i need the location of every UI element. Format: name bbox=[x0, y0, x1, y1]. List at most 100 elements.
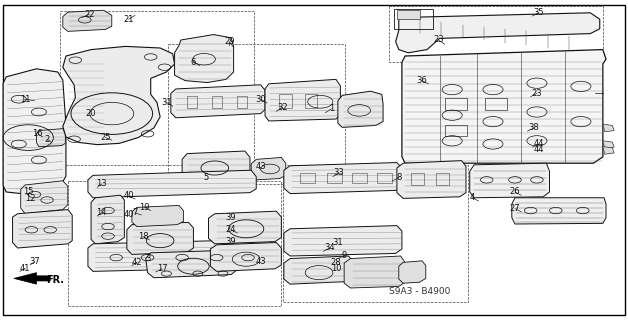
Text: 5: 5 bbox=[203, 173, 208, 182]
Polygon shape bbox=[36, 129, 65, 147]
Polygon shape bbox=[175, 35, 234, 83]
Bar bbox=[279, 94, 292, 108]
Polygon shape bbox=[127, 222, 193, 254]
Text: 7: 7 bbox=[133, 208, 138, 217]
Polygon shape bbox=[88, 239, 273, 271]
Polygon shape bbox=[284, 226, 402, 256]
Bar bbox=[283, 165, 468, 302]
Text: 1: 1 bbox=[329, 104, 334, 113]
Text: 28: 28 bbox=[331, 258, 341, 267]
Bar bbox=[212, 96, 222, 108]
Polygon shape bbox=[63, 46, 175, 145]
Text: 20: 20 bbox=[86, 109, 96, 118]
Polygon shape bbox=[603, 141, 614, 148]
Bar bbox=[485, 98, 507, 110]
Polygon shape bbox=[396, 13, 600, 53]
Text: 29: 29 bbox=[224, 37, 234, 46]
Bar bbox=[60, 11, 254, 165]
Text: 23: 23 bbox=[433, 36, 443, 44]
Text: 32: 32 bbox=[278, 103, 288, 112]
Text: 11: 11 bbox=[20, 95, 30, 104]
Polygon shape bbox=[251, 157, 286, 180]
Text: 25: 25 bbox=[100, 133, 111, 142]
Polygon shape bbox=[470, 163, 550, 198]
Polygon shape bbox=[21, 181, 68, 214]
Text: 17: 17 bbox=[157, 264, 167, 273]
Text: 21: 21 bbox=[124, 15, 134, 24]
Bar bbox=[68, 181, 281, 306]
Text: 23: 23 bbox=[532, 89, 542, 98]
Polygon shape bbox=[132, 205, 183, 227]
Text: 3: 3 bbox=[145, 254, 150, 263]
Text: 27: 27 bbox=[510, 204, 520, 213]
Text: 12: 12 bbox=[25, 194, 35, 203]
Text: 33: 33 bbox=[333, 168, 345, 177]
Bar bbox=[377, 173, 392, 183]
Polygon shape bbox=[603, 147, 614, 154]
Polygon shape bbox=[210, 243, 281, 271]
Bar bbox=[237, 96, 247, 108]
Text: 39: 39 bbox=[226, 237, 236, 246]
Text: 26: 26 bbox=[510, 188, 520, 196]
Text: 41: 41 bbox=[20, 264, 30, 273]
Text: 44: 44 bbox=[534, 140, 544, 148]
Bar bbox=[436, 173, 449, 185]
Polygon shape bbox=[603, 124, 614, 132]
Polygon shape bbox=[13, 210, 72, 248]
Text: 39: 39 bbox=[226, 213, 236, 222]
Polygon shape bbox=[208, 211, 281, 244]
Text: 35: 35 bbox=[534, 8, 544, 17]
Bar bbox=[300, 173, 315, 183]
Polygon shape bbox=[63, 10, 112, 31]
Polygon shape bbox=[146, 250, 237, 278]
Text: 43: 43 bbox=[256, 162, 266, 171]
Text: 10: 10 bbox=[331, 264, 341, 273]
Polygon shape bbox=[182, 151, 250, 182]
Bar bbox=[445, 98, 467, 110]
Text: 31: 31 bbox=[333, 238, 343, 247]
Bar bbox=[168, 44, 345, 184]
Text: 18: 18 bbox=[138, 232, 148, 241]
Bar bbox=[411, 173, 424, 185]
Text: S9A3 - B4900: S9A3 - B4900 bbox=[389, 287, 450, 296]
Polygon shape bbox=[397, 161, 466, 198]
Text: 36: 36 bbox=[416, 76, 428, 85]
Bar bbox=[327, 173, 342, 183]
Bar bbox=[187, 96, 197, 108]
Polygon shape bbox=[284, 163, 402, 194]
Bar bbox=[389, 6, 603, 62]
Polygon shape bbox=[88, 170, 256, 198]
Text: 40: 40 bbox=[124, 191, 134, 200]
Text: 34: 34 bbox=[325, 244, 335, 252]
Text: 37: 37 bbox=[29, 257, 40, 266]
Polygon shape bbox=[265, 79, 340, 121]
Text: 8: 8 bbox=[396, 173, 401, 182]
Polygon shape bbox=[3, 69, 66, 195]
Bar bbox=[352, 173, 367, 183]
Text: 13: 13 bbox=[97, 180, 107, 188]
Bar bbox=[305, 94, 317, 108]
Text: 40: 40 bbox=[124, 210, 134, 219]
Polygon shape bbox=[397, 10, 420, 19]
Polygon shape bbox=[344, 256, 405, 288]
Text: 22: 22 bbox=[84, 10, 94, 19]
Text: 43: 43 bbox=[256, 257, 266, 266]
Text: 44: 44 bbox=[534, 145, 544, 154]
Polygon shape bbox=[91, 195, 124, 244]
Text: 2: 2 bbox=[45, 135, 50, 144]
Polygon shape bbox=[284, 256, 353, 284]
Text: 31: 31 bbox=[161, 98, 171, 107]
Text: 15: 15 bbox=[23, 188, 33, 196]
Text: 9: 9 bbox=[342, 252, 347, 260]
Polygon shape bbox=[402, 50, 606, 163]
Text: FR.: FR. bbox=[46, 275, 64, 285]
Text: 19: 19 bbox=[139, 203, 149, 212]
Polygon shape bbox=[338, 91, 383, 127]
Text: 42: 42 bbox=[132, 258, 142, 267]
Text: 6: 6 bbox=[191, 58, 196, 67]
Polygon shape bbox=[171, 85, 265, 118]
Polygon shape bbox=[399, 261, 426, 283]
Text: 14: 14 bbox=[97, 208, 107, 217]
Text: 38: 38 bbox=[528, 124, 539, 132]
Text: 4: 4 bbox=[470, 193, 475, 202]
